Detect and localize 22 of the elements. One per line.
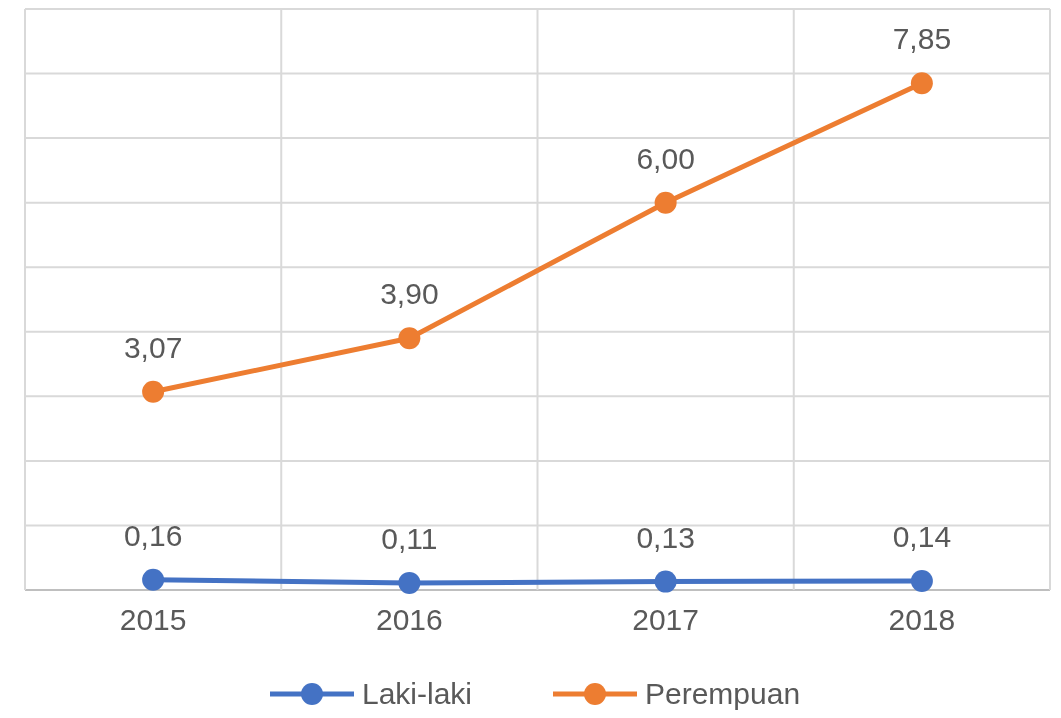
x-tick-label: 2017 (632, 603, 699, 636)
data-label: 7,85 (892, 22, 952, 56)
x-tick-label: 2015 (119, 603, 187, 636)
data-label: 3,07 (123, 330, 183, 364)
x-tick-label: 2016 (376, 603, 443, 636)
data-label: 3,90 (380, 277, 439, 311)
point (142, 380, 165, 403)
data-label: 0,16 (123, 518, 183, 552)
data-label: 0,11 (381, 521, 438, 555)
point (910, 569, 933, 592)
data-label: 0,14 (892, 519, 952, 553)
point (910, 72, 933, 95)
point (654, 191, 677, 214)
point (142, 568, 165, 591)
data-label: 0,13 (636, 520, 695, 554)
point (398, 571, 421, 594)
legend-label: Laki-laki (362, 677, 473, 710)
point (398, 327, 421, 350)
legend-label: Perempuan (645, 677, 801, 710)
point (654, 570, 677, 593)
x-tick-label: 2018 (888, 603, 956, 636)
data-label: 6,00 (636, 141, 695, 175)
